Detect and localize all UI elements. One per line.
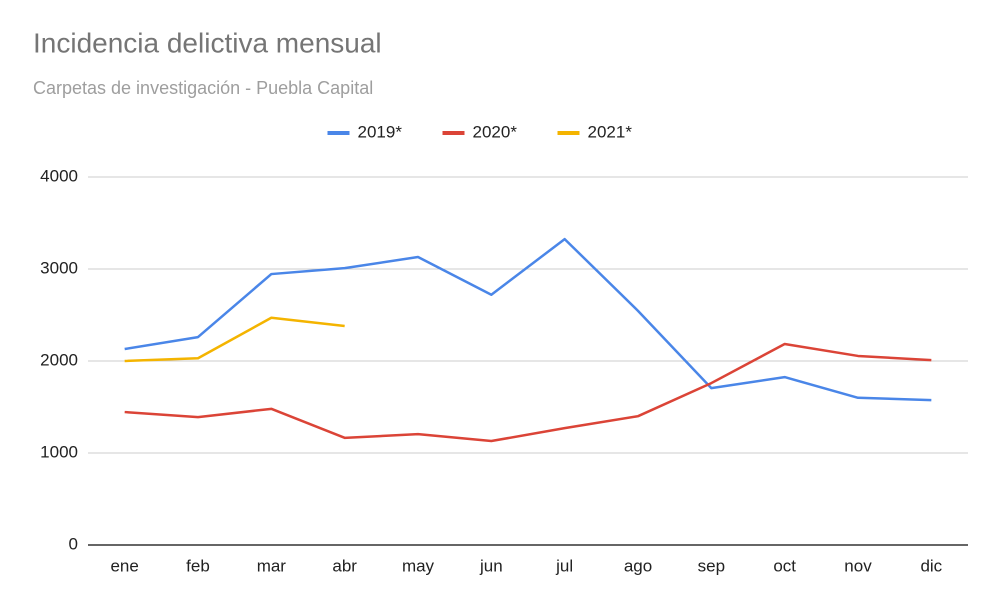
series-line xyxy=(124,342,932,443)
x-tick-label: mar xyxy=(257,556,287,575)
legend-label: 2021* xyxy=(588,122,633,141)
series-line xyxy=(124,316,345,363)
chart-title: Incidencia delictiva mensual xyxy=(33,27,382,58)
x-tick-label: abr xyxy=(332,556,357,575)
x-tick-label: dic xyxy=(920,556,942,575)
x-tick-label: sep xyxy=(698,556,725,575)
y-tick-label: 2000 xyxy=(40,350,78,369)
x-tick-label: jun xyxy=(479,556,503,575)
series-line xyxy=(124,237,932,402)
legend-label: 2020* xyxy=(473,122,518,141)
x-tick-label: oct xyxy=(773,556,796,575)
x-tick-label: jul xyxy=(555,556,573,575)
x-tick-label: feb xyxy=(186,556,210,575)
y-tick-label: 0 xyxy=(69,534,78,553)
x-tick-label: ene xyxy=(110,556,138,575)
legend-label: 2019* xyxy=(358,122,403,141)
y-tick-label: 1000 xyxy=(40,442,78,461)
chart-subtitle: Carpetas de investigación - Puebla Capit… xyxy=(33,78,373,98)
y-tick-label: 3000 xyxy=(40,258,78,277)
y-tick-label: 4000 xyxy=(40,166,78,185)
x-tick-label: may xyxy=(402,556,435,575)
x-tick-label: ago xyxy=(624,556,652,575)
x-tick-label: nov xyxy=(844,556,872,575)
